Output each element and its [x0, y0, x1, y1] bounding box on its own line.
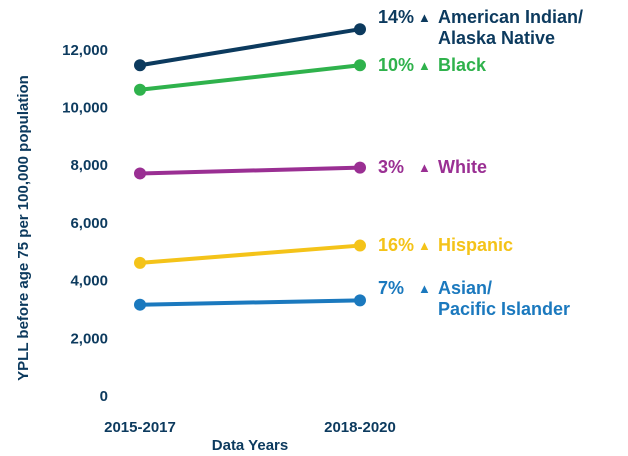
series-name: Asian/ Pacific Islander: [438, 277, 571, 319]
point: [354, 294, 366, 307]
y-tick-label: 2,000: [70, 330, 108, 347]
series-label: 10% ▲ Black: [378, 55, 486, 76]
y-tick-label: 6,000: [70, 215, 108, 232]
x-tick-label: 2018-2020: [324, 419, 396, 436]
series-name: Hispanic: [438, 235, 514, 256]
series-name: Black: [438, 54, 487, 75]
x-axis-title: Data Years: [212, 437, 288, 454]
y-axis-title: YPLL before age 75 per 100,000 populatio…: [15, 75, 32, 381]
series-label: 14% ▲ American Indian/ Alaska Native: [378, 7, 583, 49]
up-triangle: ▲: [418, 57, 431, 73]
point: [354, 161, 366, 174]
up-triangle: ▲: [418, 160, 431, 176]
y-tick-label: 4,000: [70, 273, 108, 290]
change-label: 10%: [378, 54, 415, 75]
change-label: 3%: [378, 157, 405, 178]
point: [134, 167, 146, 180]
point: [354, 59, 366, 72]
y-tick-label: 0: [100, 388, 108, 405]
series-line: [139, 63, 361, 92]
up-triangle: ▲: [418, 9, 431, 25]
point: [354, 23, 366, 36]
series-label: 16% ▲ Hispanic: [378, 235, 513, 256]
series-label: 3% ▲ White: [378, 157, 487, 178]
y-tick-label: 12,000: [62, 42, 108, 59]
change-label: 14%: [378, 6, 415, 27]
series-line: [139, 298, 361, 307]
series-name: White: [438, 157, 487, 178]
series-line: [139, 165, 361, 176]
point: [354, 239, 366, 252]
up-triangle: ▲: [418, 280, 431, 296]
x-tick-label: 2015-2017: [104, 419, 176, 436]
series-line: [139, 243, 361, 265]
y-tick-label: 8,000: [70, 157, 108, 174]
point: [134, 256, 146, 269]
change-label: 16%: [378, 235, 415, 256]
point: [134, 59, 146, 72]
point: [134, 298, 146, 311]
series-name: American Indian/ Alaska Native: [438, 6, 584, 48]
change-label: 7%: [378, 277, 405, 298]
series-label: 7% ▲ Asian/ Pacific Islander: [378, 278, 570, 320]
y-tick-label: 10,000: [62, 100, 108, 117]
series-line: [139, 27, 361, 68]
point: [134, 83, 146, 96]
up-triangle: ▲: [418, 238, 431, 254]
